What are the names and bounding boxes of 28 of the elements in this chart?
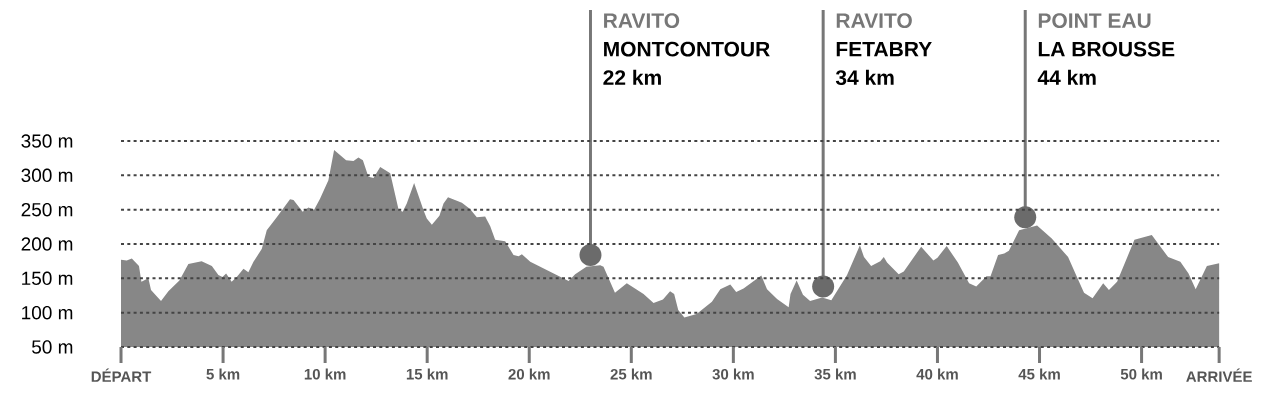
- text: 34 km: [835, 69, 894, 86]
- x-tick-label: 40 km: [916, 368, 958, 380]
- y-tick-label: 250 m: [21, 202, 73, 217]
- y-tick-label: 150 m: [22, 271, 73, 286]
- x-tick-label: 5 km: [206, 368, 240, 380]
- x-tick-label: 20 km: [508, 368, 550, 380]
- x-tick-label: 50 km: [1120, 368, 1162, 380]
- y-tick-label: 200 m: [21, 237, 73, 251]
- text: 44 km: [1037, 69, 1096, 85]
- text: 22 km: [603, 69, 661, 85]
- text: FETABRY: [836, 41, 932, 57]
- x-tick-label: 25 km: [610, 368, 652, 380]
- text: MONTCONTOUR: [604, 41, 770, 57]
- text: LA BROUSSE: [1038, 41, 1175, 57]
- annotation: RAVITO: [836, 13, 912, 29]
- annotation: RAVITO: [604, 13, 680, 29]
- x-tick-label: 10 km: [304, 368, 346, 380]
- x-tick-label: 35 km: [814, 368, 856, 380]
- x-tick-label: DÉPART: [91, 368, 152, 382]
- x-tick-label: ARRIVÉE: [1186, 368, 1252, 382]
- y-tick-label: 100 m: [22, 305, 73, 320]
- x-tick-label: 45 km: [1018, 368, 1060, 380]
- y-tick-label: 50 m: [31, 340, 73, 354]
- annotation: POINT EAU: [1038, 13, 1151, 29]
- x-tick-label: 15 km: [406, 368, 448, 380]
- y-tick-label: 300 m: [21, 168, 73, 183]
- y-tick-label: 350 m: [21, 134, 73, 148]
- x-tick-label: 30 km: [712, 368, 754, 380]
